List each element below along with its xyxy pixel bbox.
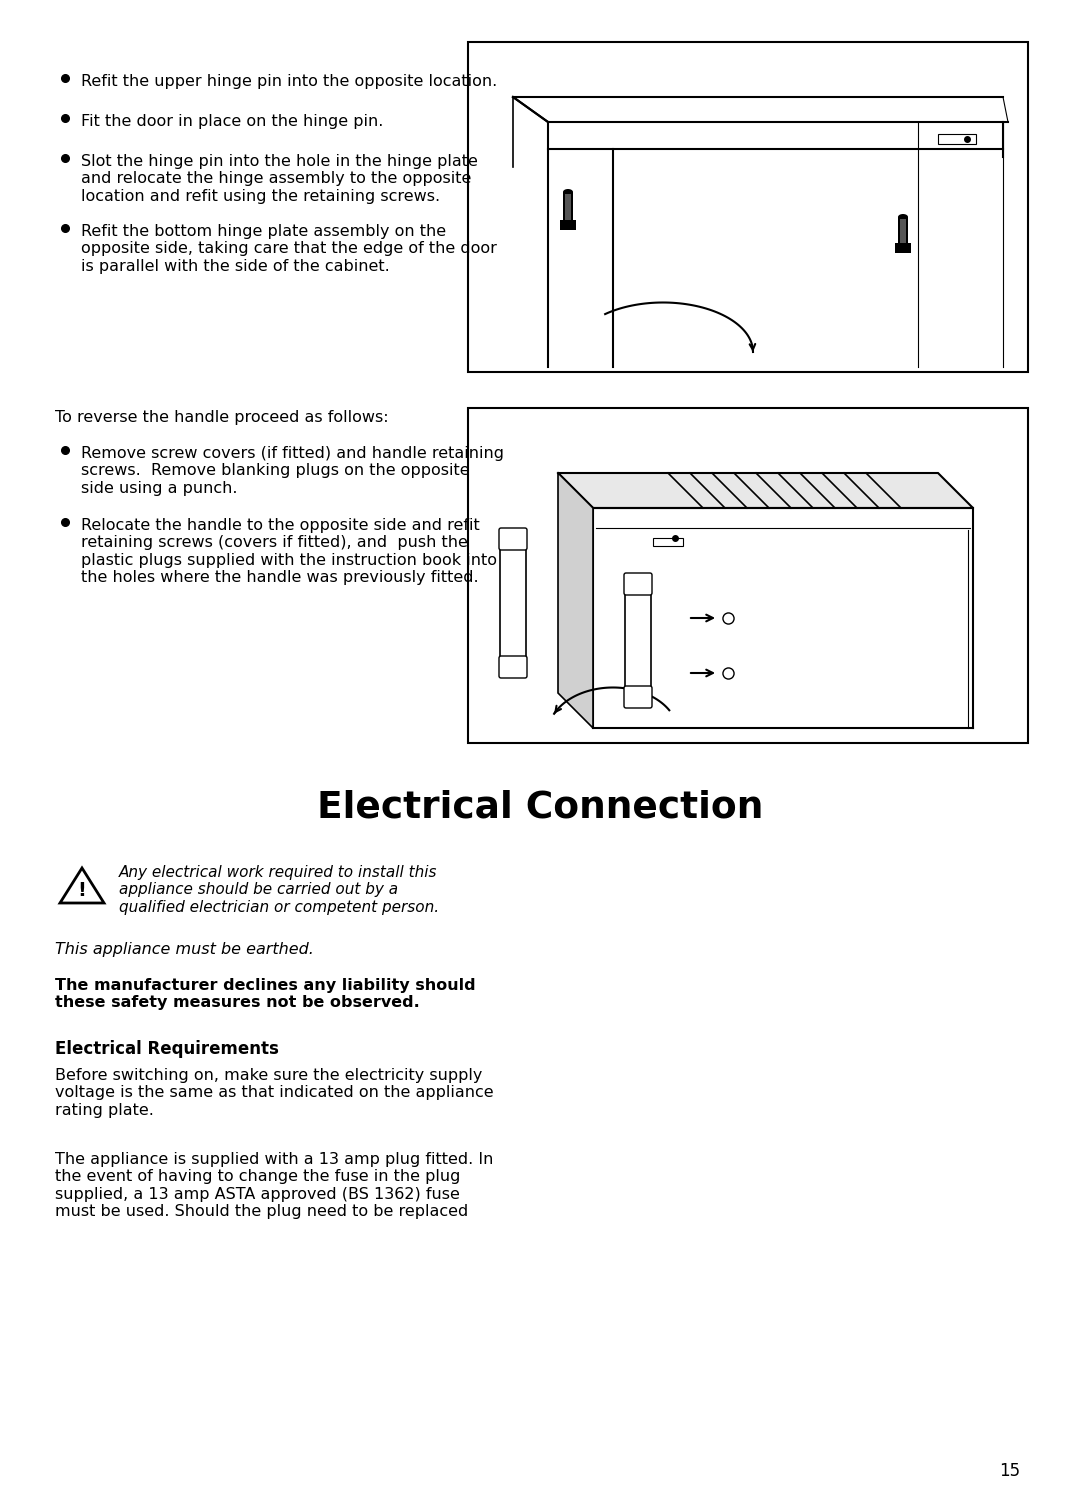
FancyBboxPatch shape [624, 686, 652, 708]
Ellipse shape [897, 214, 908, 220]
FancyBboxPatch shape [624, 573, 652, 594]
FancyBboxPatch shape [500, 530, 526, 677]
Text: Electrical Connection: Electrical Connection [316, 790, 764, 826]
Text: To reverse the handle proceed as follows:: To reverse the handle proceed as follows… [55, 410, 389, 425]
Text: The appliance is supplied with a 13 amp plug fitted. In
the event of having to c: The appliance is supplied with a 13 amp … [55, 1153, 494, 1219]
FancyBboxPatch shape [499, 656, 527, 678]
Text: !: ! [78, 882, 86, 900]
Text: The manufacturer declines any liability should
these safety measures not be obse: The manufacturer declines any liability … [55, 978, 475, 1010]
Bar [897, 217, 908, 246]
Bar [653, 537, 683, 546]
FancyBboxPatch shape [499, 528, 527, 549]
Bar [468, 409, 1028, 743]
Text: Remove screw covers (if fitted) and handle retaining
screws.  Remove blanking pl: Remove screw covers (if fitted) and hand… [81, 446, 504, 496]
Bar [563, 192, 573, 222]
Ellipse shape [563, 189, 573, 195]
Text: Electrical Requirements: Electrical Requirements [55, 1040, 279, 1058]
Text: Slot the hinge pin into the hole in the hinge plate
and relocate the hinge assem: Slot the hinge pin into the hole in the … [81, 154, 477, 204]
Text: This appliance must be earthed.: This appliance must be earthed. [55, 942, 314, 957]
Text: Refit the bottom hinge plate assembly on the
opposite side, taking care that the: Refit the bottom hinge plate assembly on… [81, 225, 497, 274]
Polygon shape [558, 473, 593, 728]
Bar [561, 220, 576, 231]
Bar [565, 195, 571, 220]
Bar [939, 135, 976, 144]
Text: Refit the upper hinge pin into the opposite location.: Refit the upper hinge pin into the oppos… [81, 73, 497, 88]
Bar [900, 219, 906, 243]
Text: 15: 15 [999, 1463, 1020, 1481]
FancyBboxPatch shape [625, 575, 651, 707]
Text: Fit the door in place on the hinge pin.: Fit the door in place on the hinge pin. [81, 114, 383, 129]
Polygon shape [558, 473, 973, 507]
Bar [895, 243, 912, 253]
Bar [468, 42, 1028, 371]
Text: Any electrical work required to install this
appliance should be carried out by : Any electrical work required to install … [119, 865, 440, 915]
Text: Before switching on, make sure the electricity supply
voltage is the same as tha: Before switching on, make sure the elect… [55, 1067, 494, 1118]
Text: Relocate the handle to the opposite side and refit
retaining screws (covers if f: Relocate the handle to the opposite side… [81, 518, 497, 585]
